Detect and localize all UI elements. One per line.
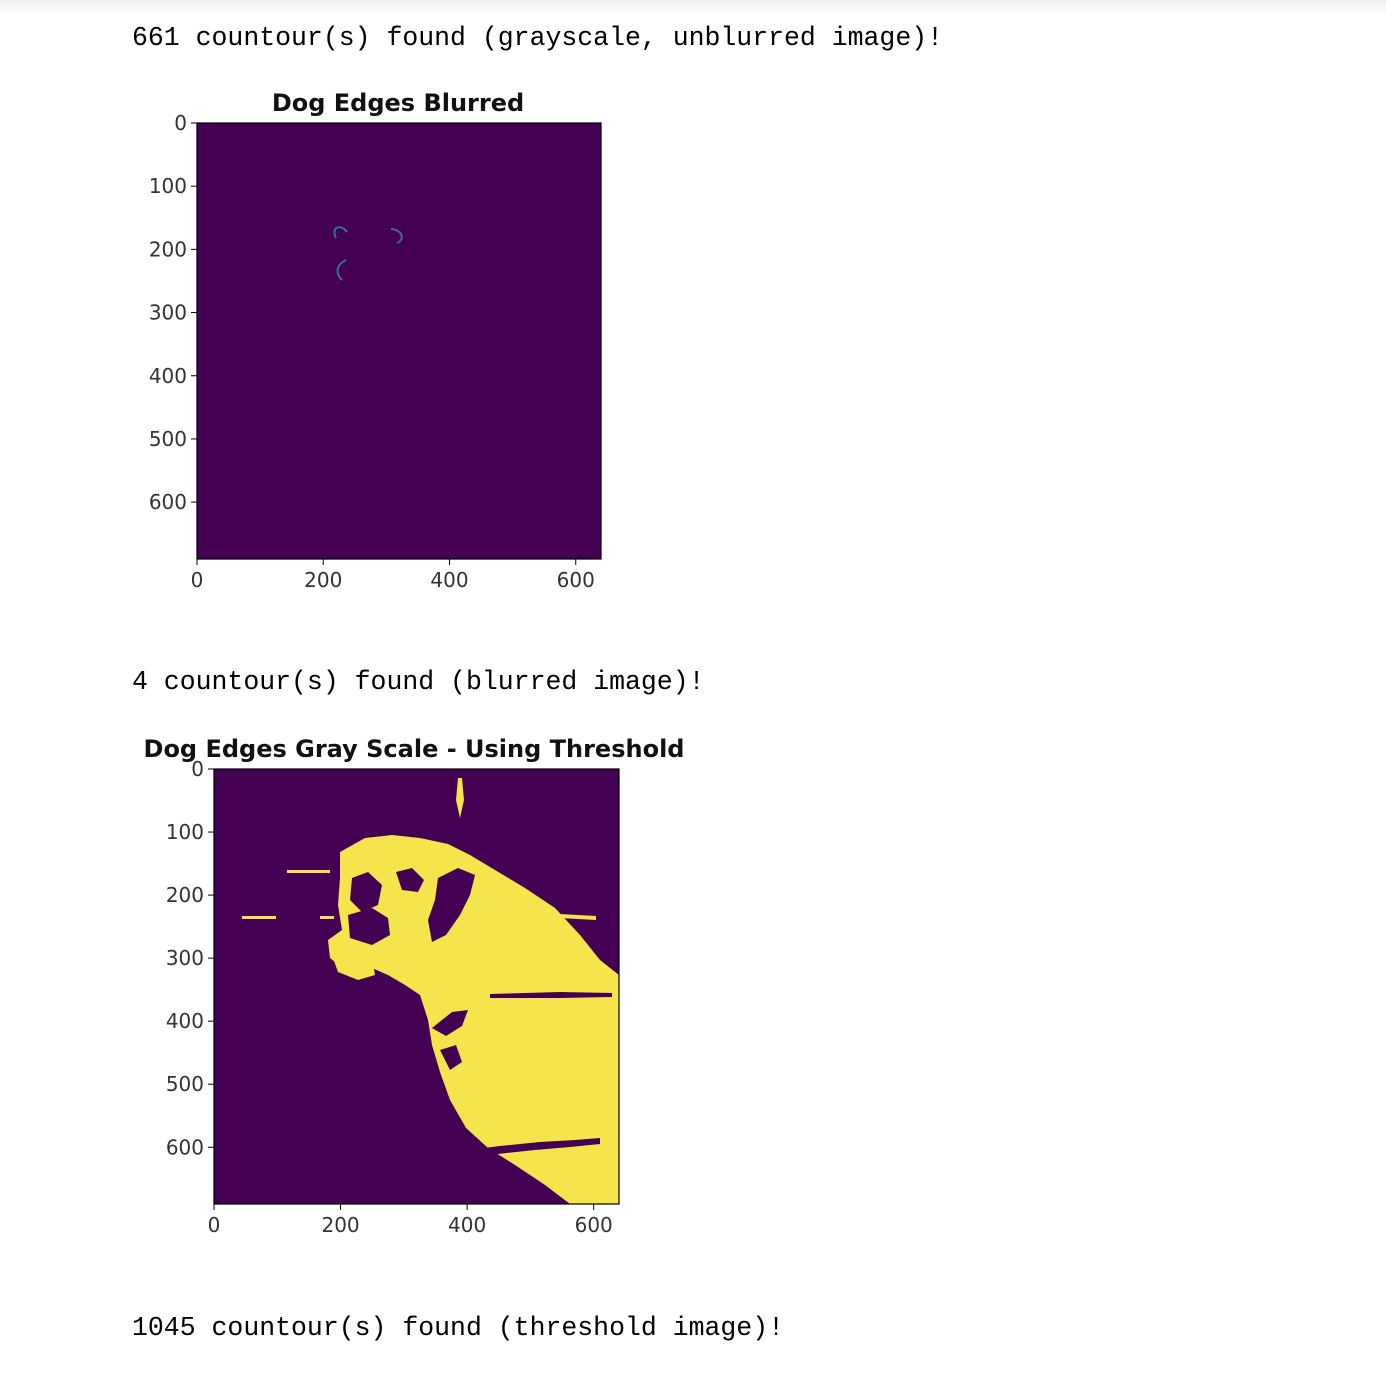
blurred-edges-plot: 0 100 200 300 400 500 600 0 200 400 600 — [149, 111, 602, 592]
output-text-blurred: 4 countour(s) found (blurred image)! — [132, 667, 705, 697]
plot-title-blurred: Dog Edges Blurred — [271, 89, 525, 117]
x-tick-label: 0 — [191, 568, 204, 592]
y-tick-label: 600 — [166, 1135, 204, 1159]
dog-silhouette — [242, 778, 619, 1204]
y-tick-label: 300 — [149, 301, 187, 325]
x-tick-label: 200 — [321, 1213, 359, 1237]
plot-frame — [213, 768, 620, 1205]
output-text-threshold: 1045 countour(s) found (threshold image)… — [132, 1313, 785, 1343]
y-tick-label: 400 — [166, 1009, 204, 1033]
y-tick-label: 300 — [166, 946, 204, 970]
y-tick-label: 100 — [149, 174, 187, 198]
plot-frame — [196, 122, 602, 560]
x-tick-label: 600 — [575, 1213, 613, 1237]
y-tick-label: 600 — [149, 490, 187, 514]
y-tick-label: 400 — [149, 364, 187, 388]
axis-ticks: 0 100 200 300 400 500 600 0 200 400 600 — [166, 757, 613, 1237]
x-tick-label: 600 — [557, 568, 595, 592]
x-tick-label: 0 — [208, 1213, 221, 1237]
edge-curve — [390, 228, 403, 244]
image-area — [197, 123, 601, 559]
y-tick-label: 500 — [149, 427, 187, 451]
toolbar-shadow — [0, 0, 1386, 14]
y-tick-label: 100 — [166, 820, 204, 844]
output-text-unblurred: 661 countour(s) found (grayscale, unblur… — [132, 23, 944, 53]
edge-curve — [336, 259, 347, 281]
axis-ticks: 0 100 200 300 400 500 600 0 200 400 600 — [149, 111, 595, 592]
plot-title-threshold: Dog Edges Gray Scale - Using Threshold — [143, 735, 685, 763]
y-tick-label: 500 — [166, 1072, 204, 1096]
x-tick-label: 200 — [304, 568, 342, 592]
y-tick-label: 200 — [149, 237, 187, 261]
threshold-plot: 0 100 200 300 400 500 600 0 200 400 600 — [166, 757, 620, 1237]
y-tick-label: 0 — [191, 757, 204, 781]
x-tick-label: 400 — [448, 1213, 486, 1237]
y-tick-label: 0 — [174, 111, 187, 135]
x-tick-label: 400 — [430, 568, 468, 592]
y-tick-label: 200 — [166, 883, 204, 907]
edge-curve — [333, 226, 348, 239]
